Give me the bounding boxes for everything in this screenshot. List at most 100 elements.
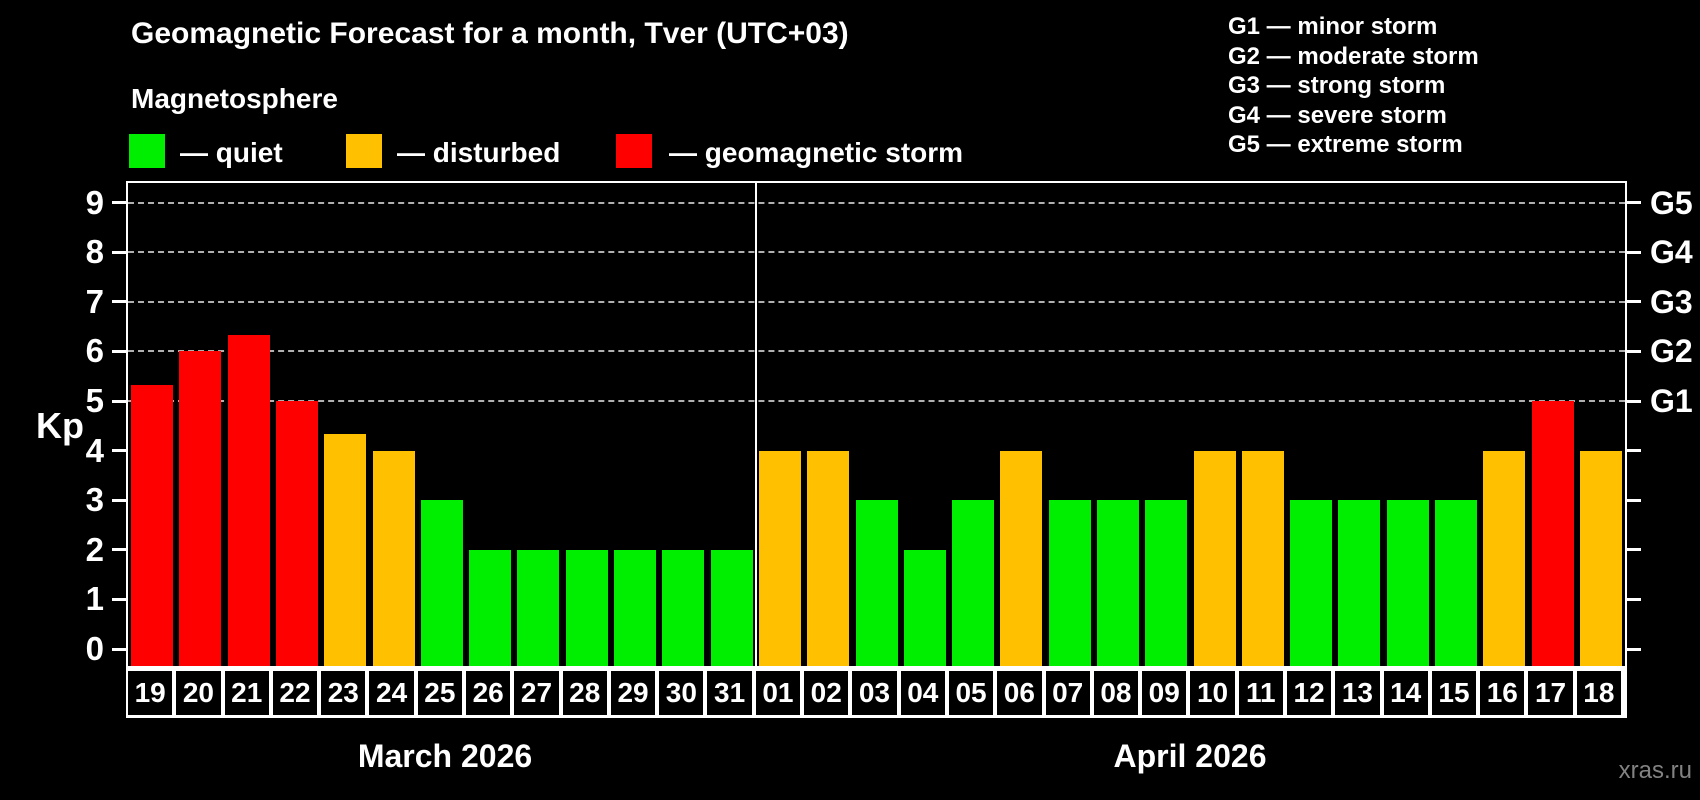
gridline-kp8	[128, 251, 1625, 254]
y-tick-right-5	[1625, 399, 1641, 403]
kp-bar-day-31	[710, 549, 753, 666]
y-tick-label-1: 1	[85, 580, 104, 618]
day-label-cell: 18	[1576, 671, 1621, 715]
kp-bar-day-22	[276, 401, 319, 666]
day-label-cell: 17	[1528, 671, 1573, 715]
y-tick-right-8	[1625, 250, 1641, 254]
y-tick-left-9	[112, 201, 128, 205]
y-tick-right-0	[1625, 647, 1641, 651]
day-label-cell: 19	[128, 671, 173, 715]
kp-bar-day-05	[952, 500, 995, 666]
g-scale-axis-label-g5: G5	[1650, 184, 1693, 221]
y-tick-label-0: 0	[85, 630, 104, 667]
day-label-cell: 31	[707, 671, 752, 715]
g-scale-legend-line-g4: G4 — severe storm	[1228, 101, 1447, 129]
legend-swatch-disturbed-icon	[346, 134, 382, 168]
y-tick-label-3: 3	[85, 481, 104, 519]
day-label-cell: 15	[1431, 671, 1477, 715]
kp-bar-day-21	[227, 335, 270, 666]
day-label-cell: 06	[997, 671, 1042, 715]
y-tick-right-6	[1625, 349, 1641, 353]
kp-bar-day-14	[1386, 500, 1429, 666]
kp-bar-day-18	[1579, 450, 1622, 666]
kp-bar-day-17	[1531, 401, 1574, 666]
kp-bar-day-08	[1096, 500, 1139, 666]
day-label-cell: 16	[1480, 671, 1525, 715]
month-label-april: April 2026	[1113, 738, 1267, 774]
y-tick-left-1	[112, 597, 128, 601]
kp-bar-day-30	[662, 549, 705, 666]
kp-bar-day-06	[1000, 450, 1043, 666]
day-label-cell: 25	[417, 671, 463, 715]
y-tick-right-4	[1625, 449, 1641, 453]
day-label-cell: 12	[1286, 671, 1332, 715]
day-label-cell: 14	[1383, 671, 1428, 715]
kp-bar-day-09	[1145, 500, 1188, 666]
watermark: xras.ru	[1618, 757, 1692, 784]
y-tick-label-8: 8	[85, 233, 104, 271]
kp-bar-day-16	[1483, 450, 1526, 666]
plot-border	[126, 181, 1627, 668]
gridline-kp9	[128, 201, 1625, 204]
g-scale-legend-line-g3: G3 — strong storm	[1228, 72, 1446, 100]
gridline-kp7	[128, 300, 1625, 303]
day-label-cell: 11	[1238, 671, 1283, 715]
day-label-cell: 24	[369, 671, 414, 715]
day-label-cell: 22	[272, 671, 318, 715]
kp-bar-day-23	[324, 434, 367, 666]
y-tick-right-9	[1625, 201, 1641, 205]
kp-bar-day-02	[807, 450, 850, 666]
kp-bar-day-15	[1434, 500, 1477, 666]
y-tick-right-2	[1625, 548, 1641, 552]
month-separator	[754, 183, 758, 668]
g-scale-axis-label-g4: G4	[1650, 234, 1693, 271]
day-label-cell: 27	[514, 671, 559, 715]
legend-label-quiet: — quiet	[180, 137, 283, 168]
kp-bar-day-03	[855, 500, 898, 666]
y-tick-right-3	[1625, 498, 1641, 502]
gridline-kp5	[128, 400, 1625, 402]
kp-bar-day-27	[517, 549, 560, 666]
y-tick-left-0	[112, 647, 128, 651]
kp-bar-day-12	[1290, 500, 1333, 666]
y-tick-left-8	[112, 250, 128, 254]
y-axis-title: Kp	[36, 405, 84, 446]
g-scale-legend-line-g5: G5 — extreme storm	[1228, 131, 1463, 159]
day-label-cell: 10	[1190, 671, 1235, 715]
g-scale-axis-label-g3: G3	[1650, 283, 1693, 320]
y-tick-label-9: 9	[85, 183, 104, 221]
kp-bar-day-04	[903, 549, 946, 666]
day-label-cell: 07	[1045, 671, 1090, 715]
day-label-cell: 29	[610, 671, 656, 715]
legend-swatch-storm-icon	[616, 134, 652, 168]
y-tick-label-2: 2	[85, 530, 104, 568]
day-label-cell: 30	[659, 671, 704, 715]
y-tick-left-2	[112, 548, 128, 552]
day-label-cell: 26	[466, 671, 511, 715]
day-label-cell: 20	[176, 671, 221, 715]
day-label-cell: 21	[224, 671, 269, 715]
y-tick-left-4	[112, 449, 128, 453]
page-title: Geomagnetic Forecast for a month, Tver (…	[131, 17, 849, 50]
y-tick-left-6	[112, 349, 128, 353]
magnetosphere-label: Magnetosphere	[131, 83, 338, 114]
g-scale-axis-label-g2: G2	[1650, 333, 1693, 370]
day-label-cell: 09	[1142, 671, 1187, 715]
y-tick-left-5	[112, 399, 128, 403]
day-label-cell: 04	[900, 671, 945, 715]
y-tick-label-4: 4	[85, 431, 104, 469]
kp-bar-day-28	[565, 549, 608, 666]
y-tick-left-7	[112, 300, 128, 304]
legend-label-storm: — geomagnetic storm	[669, 137, 964, 168]
g-scale-legend-line-g1: G1 — minor storm	[1228, 13, 1438, 40]
legend-swatch-quiet-icon	[129, 134, 165, 168]
y-tick-label-6: 6	[85, 332, 104, 370]
y-tick-right-1	[1625, 597, 1641, 601]
g-scale-legend-line-g2: G2 — moderate storm	[1228, 42, 1479, 70]
y-tick-left-3	[112, 498, 128, 502]
month-label-march: March 2026	[357, 738, 533, 774]
day-label-cell: 23	[321, 671, 366, 715]
g-scale-legend: G1 — minor storm G2 — moderate storm G3 …	[1228, 12, 1479, 160]
